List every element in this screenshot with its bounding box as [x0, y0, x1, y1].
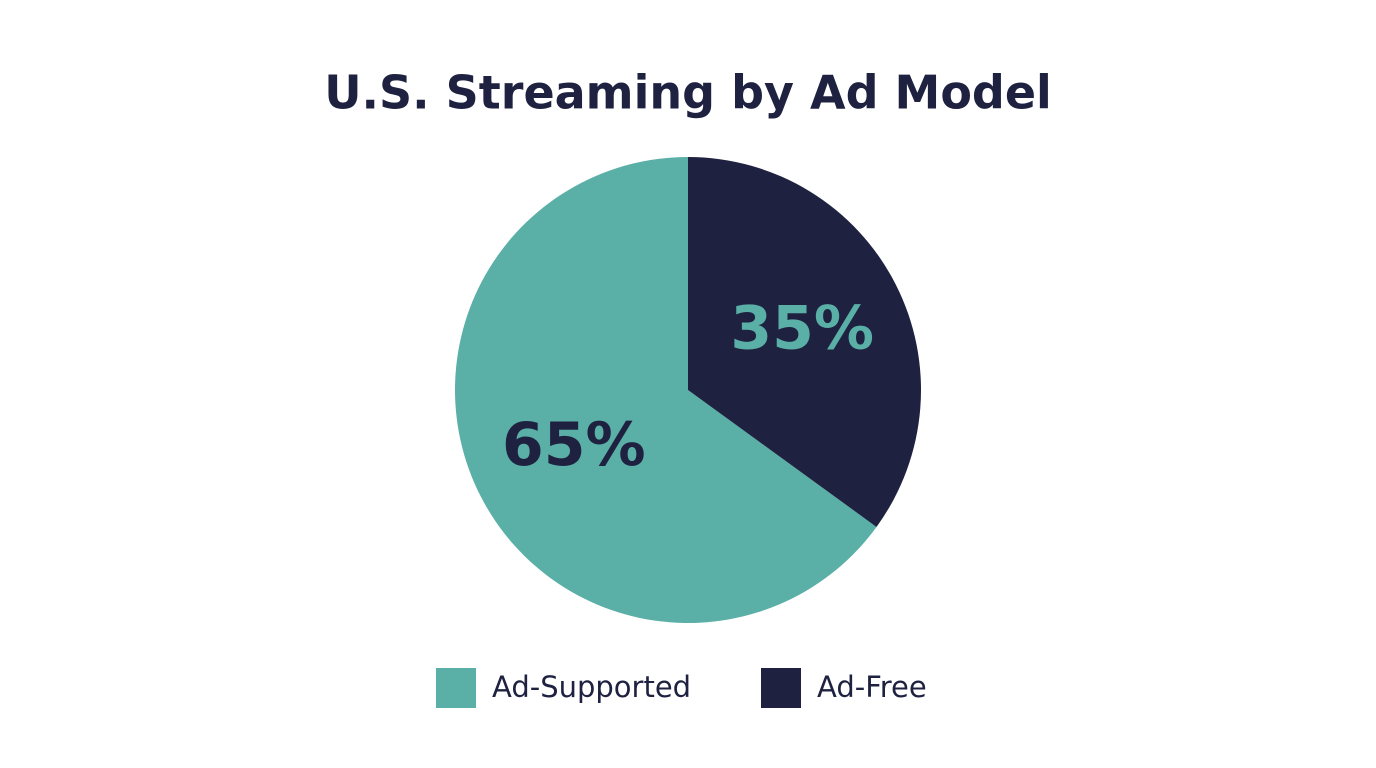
value-label: 65%: [502, 410, 646, 480]
legend-swatch: [761, 668, 801, 708]
pie-slice: [455, 157, 877, 624]
legend-swatch: [436, 668, 476, 708]
chart-title: U.S. Streaming by Ad Model: [324, 66, 1052, 120]
pie-slice: [688, 157, 921, 527]
legend-label: Ad-Supported: [492, 670, 691, 704]
value-label: 35%: [730, 293, 874, 363]
legend-label: Ad-Free: [817, 670, 927, 704]
